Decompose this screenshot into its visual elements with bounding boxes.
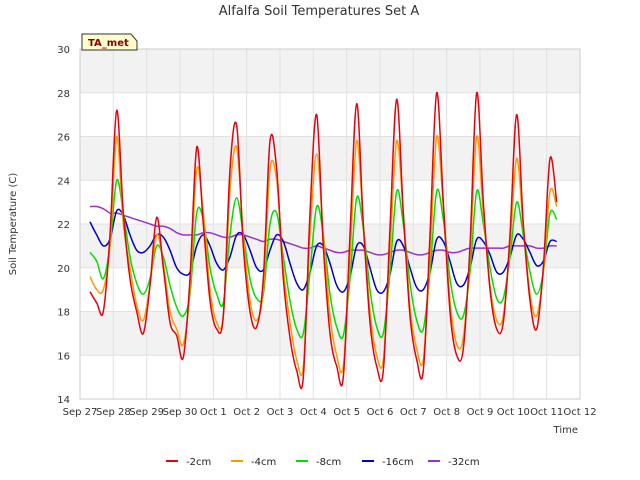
plot-band bbox=[80, 49, 580, 93]
x-tick-label: Oct 9 bbox=[467, 407, 494, 418]
site-label: TA_met bbox=[88, 38, 129, 49]
x-tick-label: Oct 3 bbox=[267, 407, 294, 418]
series-lines bbox=[89, 92, 558, 390]
y-tick-label: 24 bbox=[57, 176, 70, 187]
y-tick-label: 22 bbox=[57, 220, 70, 231]
x-tick-label: Sep 29 bbox=[129, 407, 164, 418]
plot-band bbox=[80, 355, 580, 399]
x-tick-label: Oct 7 bbox=[400, 407, 427, 418]
y-tick-label: 20 bbox=[57, 264, 70, 275]
y-tick-label: 26 bbox=[57, 133, 70, 144]
x-tick-label: Oct 8 bbox=[433, 407, 460, 418]
x-tick-label: Oct 12 bbox=[563, 407, 596, 418]
x-tick-label: Sep 30 bbox=[163, 407, 198, 418]
site-label-box: TA_met bbox=[81, 33, 138, 51]
series-line-minus-2cm bbox=[89, 92, 558, 390]
x-tick-label: Oct 5 bbox=[333, 407, 360, 418]
series-line-minus-4cm bbox=[89, 134, 558, 376]
legend-label: -2cm bbox=[186, 457, 211, 468]
x-tick-label: Oct 2 bbox=[233, 407, 260, 418]
legend-label: -8cm bbox=[316, 457, 341, 468]
y-axis-ticks: 14 16 18 20 22 24 26 28 30 bbox=[57, 45, 70, 406]
x-tick-label: Oct 1 bbox=[200, 407, 227, 418]
x-axis-title: Time bbox=[553, 425, 578, 436]
x-tick-label: Oct 6 bbox=[367, 407, 394, 418]
y-tick-label: 14 bbox=[57, 395, 70, 406]
x-tick-label: Oct 4 bbox=[300, 407, 327, 418]
y-tick-label: 16 bbox=[57, 351, 70, 362]
legend-label: -16cm bbox=[382, 457, 414, 468]
plot-band bbox=[80, 180, 580, 224]
y-tick-label: 30 bbox=[57, 45, 70, 56]
plot-frame bbox=[79, 48, 581, 400]
chart-title: Alfalfa Soil Temperatures Set A bbox=[219, 4, 420, 19]
plot-band bbox=[80, 136, 580, 181]
x-tick-label: Sep 27 bbox=[63, 407, 98, 418]
legend: -2cm -4cm -8cm -16cm -32cm bbox=[166, 457, 480, 468]
y-axis-title: Soil Temperature (C) bbox=[8, 173, 19, 276]
x-tick-label: Sep 28 bbox=[96, 407, 131, 418]
legend-label: -32cm bbox=[448, 457, 480, 468]
x-tick-label: Oct 10 bbox=[497, 407, 530, 418]
y-tick-label: 18 bbox=[57, 308, 70, 319]
x-tick-label: Oct 11 bbox=[530, 407, 563, 418]
plot-band bbox=[80, 92, 580, 137]
y-tick-label: 28 bbox=[57, 89, 70, 100]
legend-label: -4cm bbox=[251, 457, 276, 468]
